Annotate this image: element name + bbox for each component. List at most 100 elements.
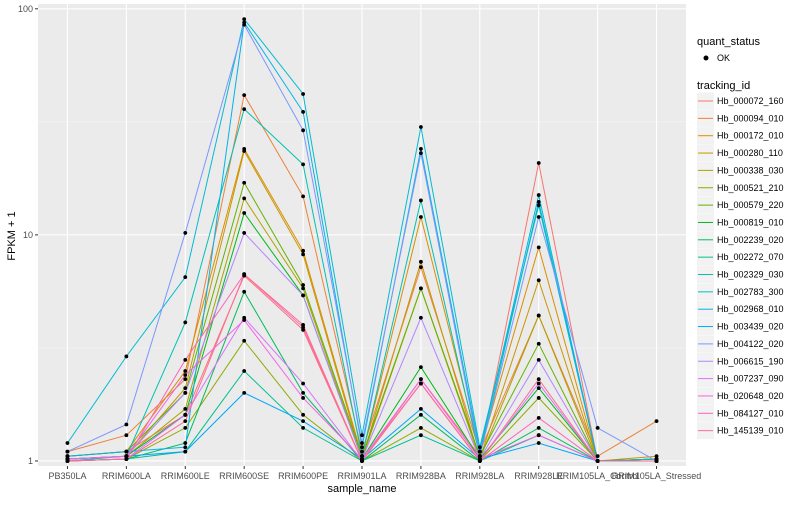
data-point [183,377,188,382]
data-point [183,412,188,417]
x-axis: PB350LA RRIM600LA RRIM600LE RRIM600SE RRIM60… [48,466,701,481]
data-point [419,381,423,386]
data-point [301,419,305,424]
x-tick-label: PB350LA [48,471,86,481]
data-point [301,194,305,199]
data-point [301,293,305,298]
data-point [536,278,541,283]
data-point [183,320,188,325]
shape-legend-label-ok: OK [717,53,730,63]
legend-label: Hb_000521_210 [717,183,784,193]
data-point [419,265,423,270]
data-point [301,92,305,96]
data-point [242,180,247,185]
data-point [654,419,659,424]
y-tick-label: 10 [23,230,33,240]
data-point [242,391,247,395]
data-point [183,445,188,450]
data-point [183,386,188,391]
data-point [301,381,305,386]
data-point [595,454,600,459]
data-point [65,449,70,454]
legend-label: Hb_006615_190 [717,356,784,366]
legend-label: Hb_004122_020 [717,339,784,349]
data-point [536,245,541,250]
data-point [654,459,659,463]
data-point [419,125,423,129]
data-point [419,198,423,203]
data-point [301,162,305,167]
x-tick-label: RRIM105LA_Control [556,471,639,481]
data-point [419,406,423,411]
data-point [419,377,423,382]
data-point [183,426,188,430]
data-point [183,419,188,424]
data-point [536,377,541,382]
data-point [183,369,188,373]
data-point [536,357,541,362]
data-point [360,441,364,445]
data-point [183,373,188,377]
data-point [124,354,129,359]
data-point [301,109,305,114]
data-point [242,22,247,27]
data-point [419,286,423,291]
data-point [183,406,188,411]
data-point [360,459,364,463]
x-tick-label: RRIM600SE [219,471,269,481]
data-point [419,151,423,155]
color-legend-title: tracking_id [697,80,750,92]
x-axis-title: sample_name [327,483,396,495]
shape-legend-title: quant_status [697,36,760,48]
x-tick-label: RRIM928LE [514,471,563,481]
data-point [536,441,541,445]
data-point [360,433,364,438]
legend-label: Hb_002783_300 [717,287,784,297]
y-tick-label: 100 [18,4,33,14]
data-point [477,454,482,459]
data-point [536,203,541,208]
data-point [419,365,423,370]
data-point [301,426,305,430]
data-point [301,252,305,257]
data-point [536,433,541,438]
legend-label: Hb_000819_010 [717,217,784,227]
data-point [654,454,659,459]
data-point [536,215,541,219]
legend-label: Hb_000280_110 [717,148,783,158]
data-point [124,433,129,438]
data-point [536,416,541,420]
data-point [360,449,364,454]
data-point [242,196,247,201]
y-axis: 1 10 100 [18,4,38,466]
color-legend-items: Hb_000072_160 Hb_000094_010 Hb_000172_010 H… [697,92,784,440]
data-point [360,445,364,450]
data-point [595,459,600,463]
data-point [536,161,541,165]
data-point [301,248,305,253]
data-point [183,231,188,235]
legend-label: Hb_002968_010 [717,304,784,314]
data-point [301,128,305,133]
data-point [536,193,541,197]
x-tick-label: RRIM901LA [337,471,386,481]
data-point [536,381,541,386]
legend-label: Hb_000172_010 [717,131,784,141]
data-point [301,322,305,327]
data-point [419,315,423,320]
data-point [242,369,247,373]
legend-label: Hb_020648_020 [717,391,784,401]
data-point [242,149,247,153]
data-point [301,286,305,291]
legend-label: Hb_084127_010 [717,408,784,418]
data-point [536,341,541,346]
data-point [65,441,70,445]
legend-label: Hb_007237_090 [717,374,784,384]
x-tick-label: RRIM928LA [455,471,504,481]
data-point [301,391,305,395]
data-point [183,441,188,445]
x-tick-label: RRIM600LE [161,471,210,481]
series-points [65,17,659,463]
data-point [242,93,247,98]
